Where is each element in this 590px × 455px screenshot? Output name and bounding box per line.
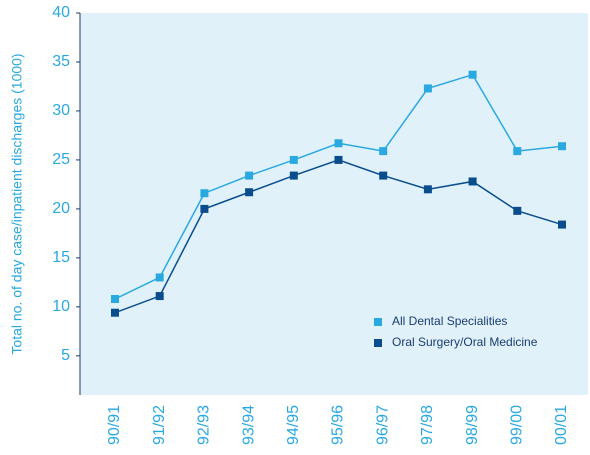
point [513,147,522,156]
x-tick-label: 90/91 [106,405,123,445]
x-tick-label: 92/93 [196,405,213,445]
point [423,185,432,194]
x-tick-label: 00/01 [553,405,570,445]
point [155,273,164,282]
point [558,142,566,151]
point [468,70,477,79]
point [468,177,477,186]
y-axis-label: Total no. of day case/inpatient discharg… [9,53,25,354]
x-tick-label: 93/94 [240,405,257,445]
y-tick-label: 15 [52,249,70,266]
x-tick-label: 94/95 [285,405,302,445]
plot-area [80,13,588,395]
point [200,204,209,213]
y-tick-label: 30 [52,102,70,119]
y-tick-label: 5 [61,347,70,364]
x-tick-label: 97/98 [419,405,436,445]
point [200,189,209,198]
point [111,295,119,304]
point [245,171,254,180]
legend-label: Oral Surgery/Oral Medicine [392,335,538,349]
point [513,206,522,215]
y-tick-label: 25 [52,151,70,168]
x-tick-label: 91/92 [151,405,168,445]
point [334,155,343,164]
point [289,155,298,164]
point [245,188,254,197]
point [334,139,343,148]
legend-label: All Dental Specialities [392,314,507,328]
y-tick-label: 35 [52,53,70,70]
legend-swatch [374,339,382,347]
x-tick-label: 99/00 [509,405,526,445]
point [379,147,388,156]
y-tick-label: 20 [52,200,70,217]
y-tick-label: 40 [52,4,70,21]
point [558,220,566,229]
point [111,308,119,317]
legend-swatch [374,318,382,326]
point [289,171,298,180]
point [423,84,432,93]
point [155,292,164,301]
point [379,171,388,180]
x-tick-label: 95/96 [330,405,347,445]
y-tick-label: 10 [52,298,70,315]
x-tick-label: 98/99 [464,405,481,445]
x-tick-label: 96/97 [374,405,391,445]
